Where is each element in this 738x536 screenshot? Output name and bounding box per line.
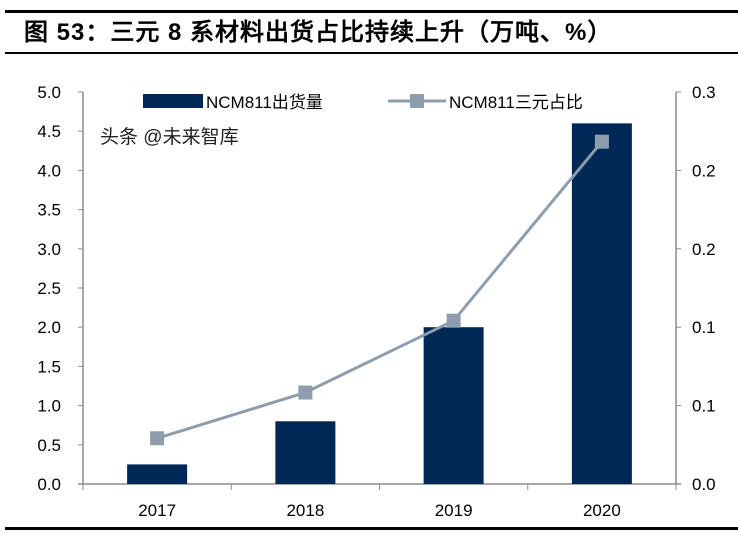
left-tick-label: 3.5	[37, 201, 61, 220]
legend-line-label: NCM811三元占比	[449, 93, 583, 112]
x-tick-label: 2018	[286, 501, 324, 520]
left-tick-label: 0.5	[37, 436, 61, 455]
left-tick-label: 2.5	[37, 279, 61, 298]
bar-2018	[275, 421, 336, 484]
left-tick-label: 0.0	[37, 475, 61, 494]
bar-2019	[423, 327, 484, 484]
legend-bar-swatch	[143, 94, 203, 108]
right-tick-label: 0.0	[692, 475, 716, 494]
title-rule	[5, 52, 738, 54]
right-tick-label: 0.2	[692, 240, 716, 259]
line-point-2019	[446, 313, 461, 328]
line-series	[156, 140, 604, 440]
bar-2017	[127, 464, 188, 484]
legend-bar-label: NCM811出货量	[206, 93, 323, 112]
x-tick-label: 2020	[583, 501, 621, 520]
right-tick-label: 0.1	[692, 318, 716, 337]
x-tick-label: 2019	[435, 501, 473, 520]
left-tick-label: 3.0	[37, 240, 61, 259]
left-tick-label: 4.0	[37, 161, 61, 180]
right-tick-label: 0.3	[692, 83, 716, 102]
bar-2020	[571, 123, 632, 485]
watermark: 头条 @未来智库	[100, 122, 239, 149]
left-tick-label: 4.5	[37, 122, 61, 141]
left-tick-label: 1.0	[37, 397, 61, 416]
bottom-rule	[5, 527, 738, 530]
right-tick-label: 0.1	[692, 397, 716, 416]
line-point-2018	[298, 385, 313, 400]
x-tick-label: 2017	[138, 501, 176, 520]
top-rule	[5, 10, 738, 13]
legend-line-marker	[410, 94, 424, 108]
left-tick-label: 1.5	[37, 357, 61, 376]
left-tick-label: 2.0	[37, 318, 61, 337]
left-tick-label: 5.0	[37, 83, 61, 102]
line-point-2017	[150, 431, 165, 446]
line-point-2020	[594, 134, 609, 149]
right-tick-label: 0.2	[692, 161, 716, 180]
chart-title: 图 53：三元 8 系材料出货占比持续上升（万吨、%）	[24, 19, 613, 46]
